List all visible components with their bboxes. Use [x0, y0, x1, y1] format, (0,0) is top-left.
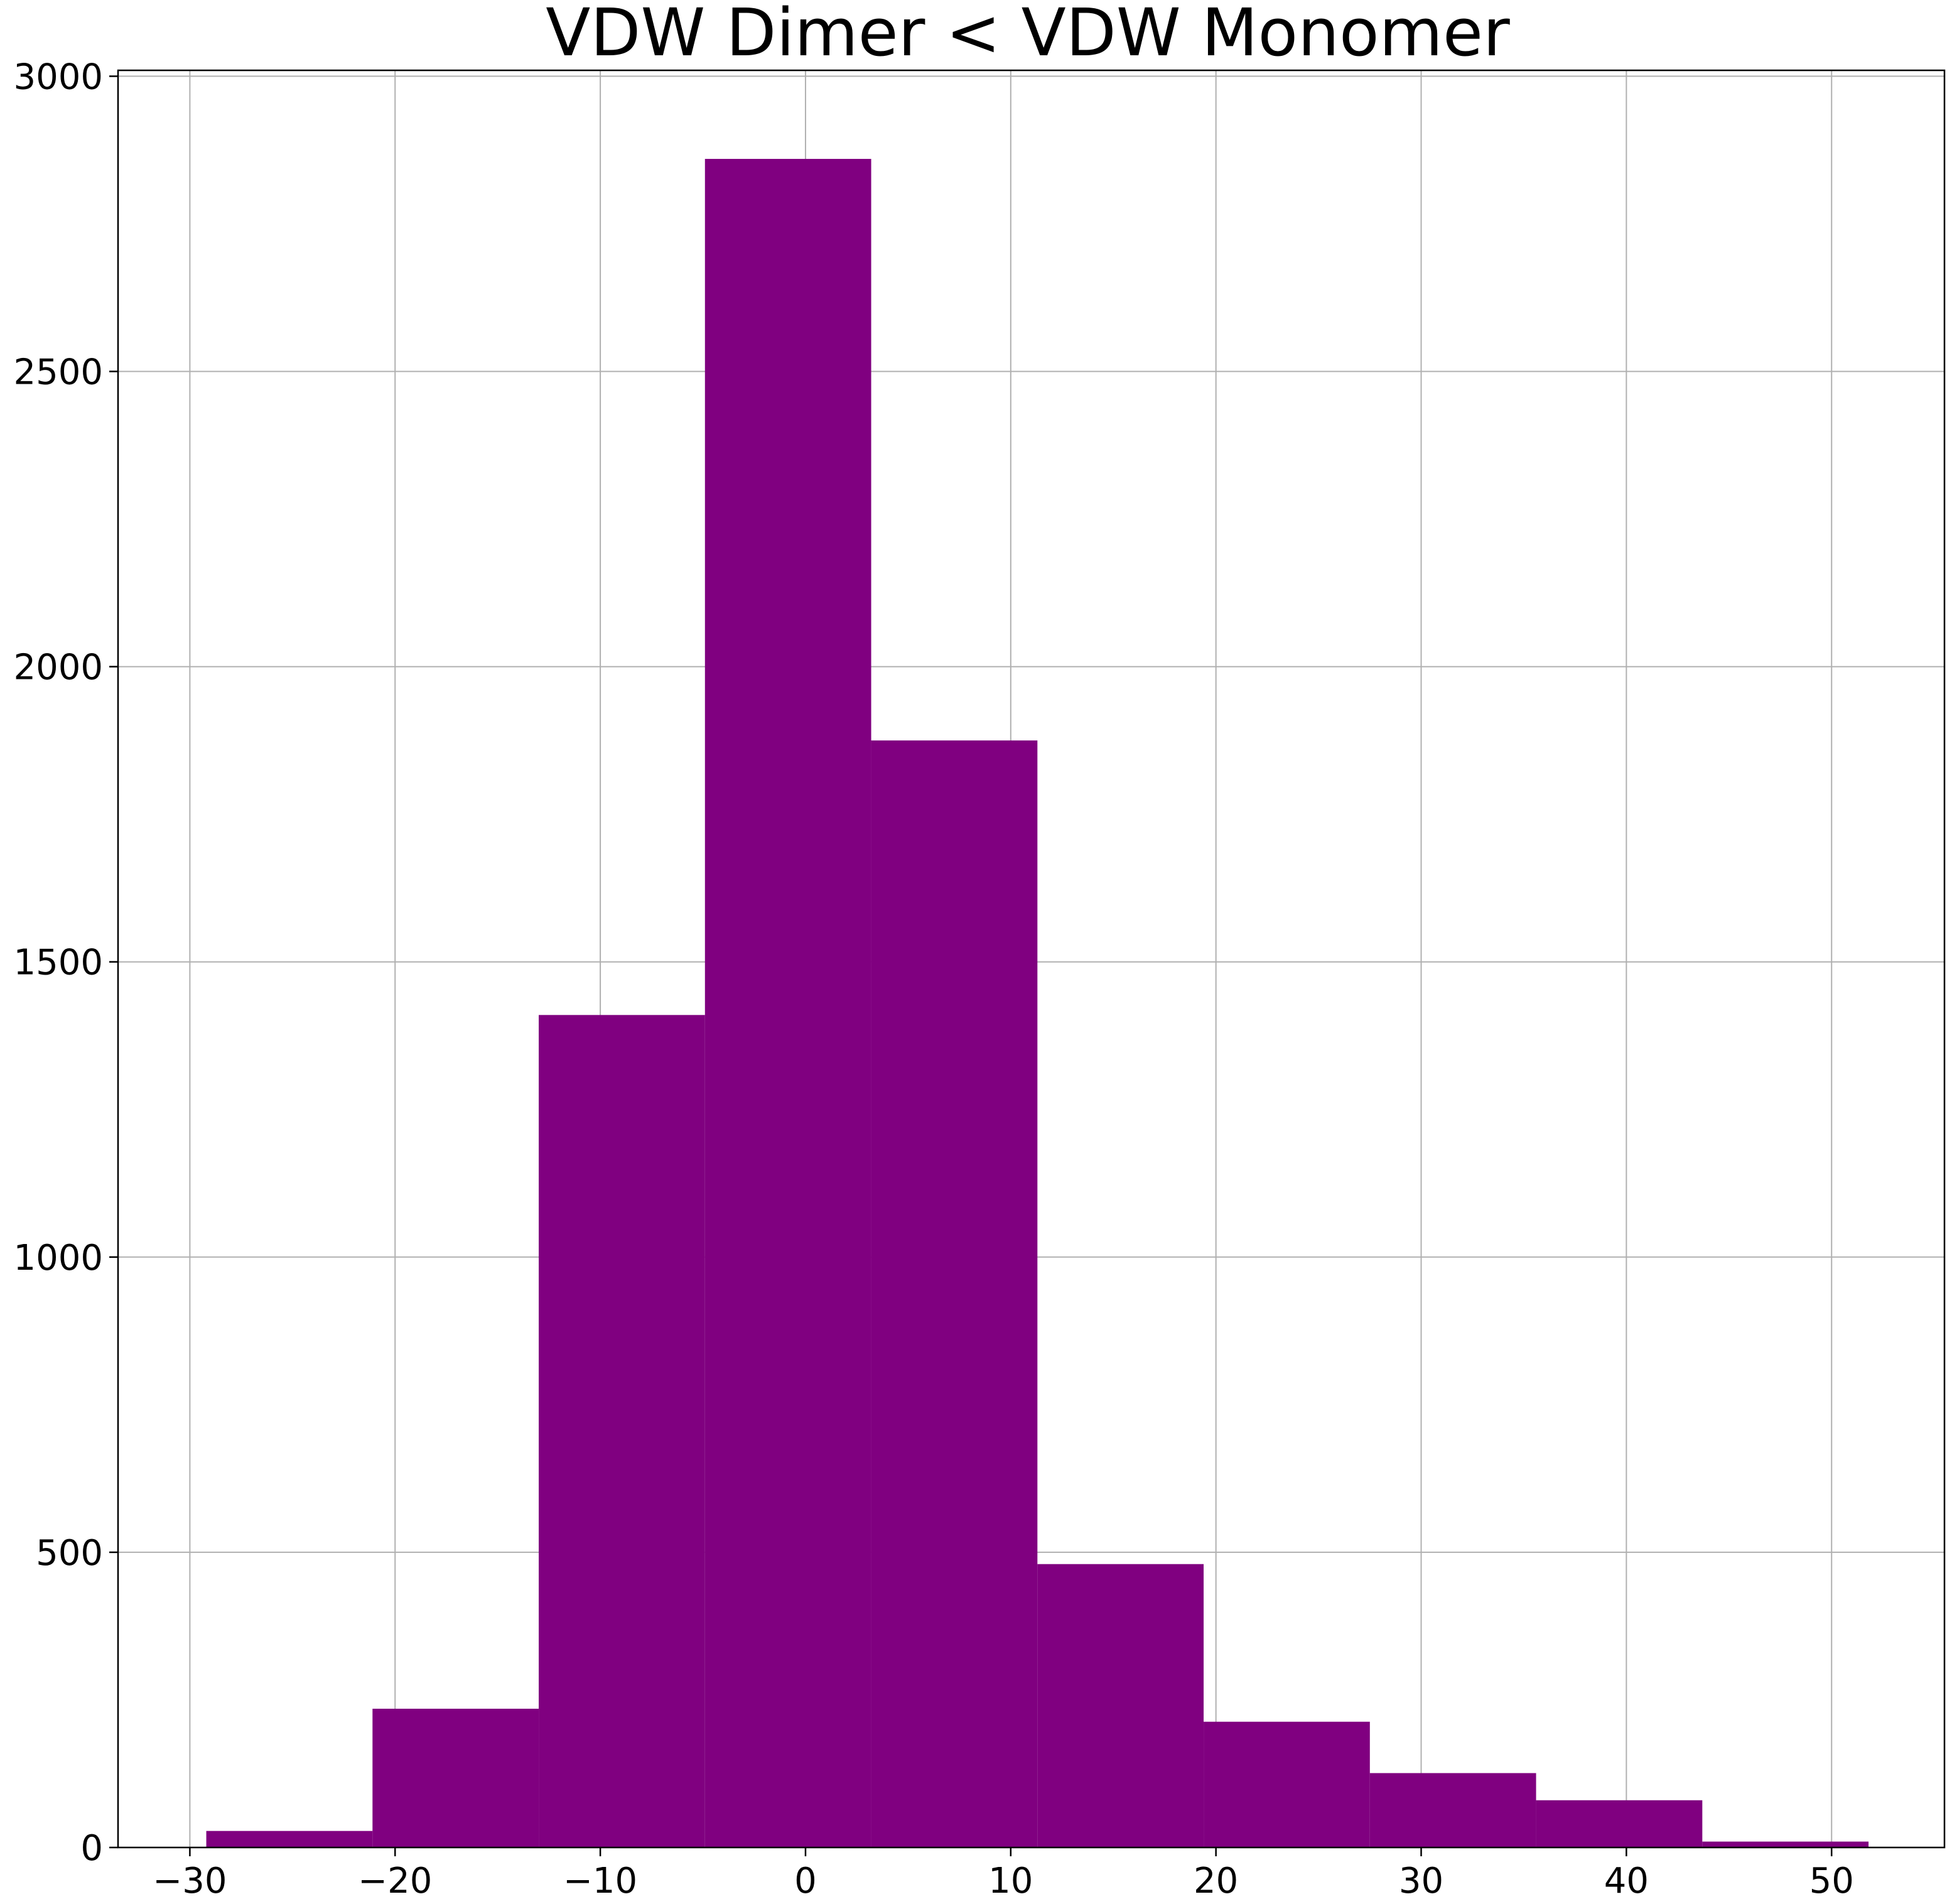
x-tick-label: 20 — [1194, 1861, 1238, 1901]
histogram-bar — [1369, 1773, 1536, 1847]
chart-title: VDW Dimer < VDW Monomer — [546, 0, 1510, 71]
histogram-bars — [206, 159, 1869, 1848]
histogram-bar — [539, 1015, 705, 1847]
y-axis-ticks: 0 500 1000 1500 2000 2500 3000 — [13, 57, 118, 1869]
histogram-bar — [1702, 1841, 1869, 1847]
y-tick-label: 1500 — [13, 943, 103, 983]
x-tick-label: 30 — [1399, 1861, 1443, 1901]
x-tick-label: 0 — [794, 1861, 817, 1901]
histogram-bar — [871, 740, 1038, 1847]
x-tick-label: 40 — [1604, 1861, 1649, 1901]
x-tick-label: 50 — [1809, 1861, 1854, 1901]
y-tick-label: 2500 — [13, 352, 103, 393]
x-tick-label: −20 — [358, 1861, 432, 1901]
histogram-bar — [372, 1709, 539, 1847]
x-tick-label: 10 — [988, 1861, 1033, 1901]
x-axis-ticks: −30 −20 −10 0 10 20 30 40 50 — [153, 1847, 1854, 1901]
y-tick-label: 0 — [80, 1828, 103, 1869]
y-tick-label: 2000 — [13, 647, 103, 688]
histogram-bar — [1037, 1564, 1204, 1847]
x-tick-label: −30 — [153, 1861, 227, 1901]
y-tick-label: 3000 — [13, 57, 103, 97]
histogram-bar — [206, 1831, 373, 1847]
y-tick-label: 1000 — [13, 1238, 103, 1279]
axes-frame — [117, 69, 1946, 1849]
histogram-bar — [704, 159, 871, 1848]
histogram-bar — [1536, 1800, 1703, 1847]
histogram-bar — [1204, 1721, 1370, 1847]
y-tick-label: 500 — [36, 1533, 103, 1574]
x-tick-label: −10 — [563, 1861, 637, 1901]
